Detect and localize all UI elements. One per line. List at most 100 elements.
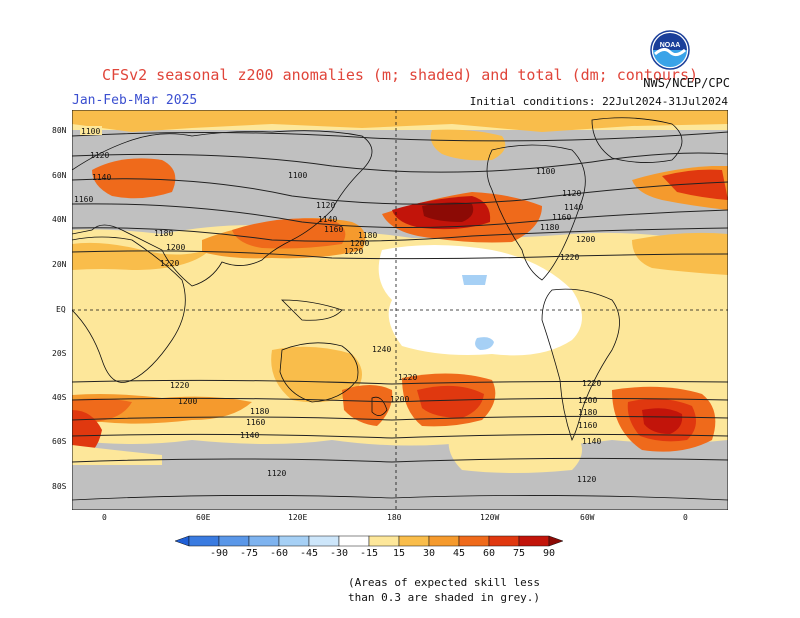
contour-label: 1180 bbox=[154, 229, 173, 238]
noaa-logo: NOAA bbox=[650, 30, 690, 70]
colorbar-label: -60 bbox=[270, 548, 288, 559]
colorbar-label: 45 bbox=[453, 548, 465, 559]
anomaly-region-south-pacific-core bbox=[417, 385, 484, 418]
contour-label: 1180 bbox=[358, 231, 377, 240]
colorbar-label: 90 bbox=[543, 548, 555, 559]
contour-label: 1220 bbox=[160, 259, 179, 268]
contour-label: 1140 bbox=[92, 173, 111, 182]
contour-label: 1200 bbox=[350, 239, 369, 248]
contour-label: 1220 bbox=[560, 253, 579, 262]
colorbar-label: -30 bbox=[330, 548, 348, 559]
anomaly-map: 1100 1100 1100 1120 1120 1120 1120 1120 … bbox=[72, 110, 728, 510]
colorbar-swatch bbox=[308, 535, 340, 547]
anomaly-region-africa-north bbox=[72, 242, 212, 270]
contour-label: 1160 bbox=[552, 213, 571, 222]
anomaly-band-southern-midlat bbox=[72, 372, 728, 446]
negative-anomaly-small-north bbox=[462, 275, 487, 285]
contour-label: 1180 bbox=[578, 408, 597, 417]
outline-australia bbox=[279, 342, 359, 403]
colorbar-swatch bbox=[218, 535, 250, 547]
lat-label: 60N bbox=[52, 171, 67, 180]
contour-label: 1160 bbox=[578, 421, 597, 430]
outline-maritime-continent bbox=[281, 299, 343, 321]
colorbar-swatch bbox=[278, 535, 310, 547]
colorbar-label: 15 bbox=[393, 548, 405, 559]
skill-note-line2: than 0.3 are shaded in grey.) bbox=[348, 591, 541, 604]
contour-label: 1200 bbox=[390, 395, 409, 404]
contour-label: 1200 bbox=[578, 396, 597, 405]
lat-label: 20N bbox=[52, 260, 67, 269]
anomaly-region-south-atlantic-east-max bbox=[642, 408, 683, 434]
colorbar-swatch bbox=[368, 535, 400, 547]
colorbar-arrow-low bbox=[175, 535, 190, 547]
contour-label: 1220 bbox=[170, 381, 189, 390]
contour-label: 1160 bbox=[74, 195, 93, 204]
map-title: CFSv2 seasonal z200 anomalies (m; shaded… bbox=[101, 66, 699, 84]
lat-label: 80N bbox=[52, 126, 67, 135]
skill-note-line1: (Areas of expected skill less bbox=[348, 576, 541, 589]
anomaly-region-southern-ocean bbox=[448, 426, 582, 473]
lon-label: 180 bbox=[387, 513, 402, 522]
contour-label: 1220 bbox=[582, 379, 601, 388]
lat-label: 20S bbox=[52, 349, 67, 358]
lon-label: 0 bbox=[102, 513, 107, 522]
agency-label: NWS/NCEP/CPC bbox=[643, 76, 730, 90]
colorbar-swatch bbox=[428, 535, 460, 547]
outline-eurasia bbox=[72, 130, 373, 287]
contour-label: 1140 bbox=[582, 437, 601, 446]
lat-label: 80S bbox=[52, 482, 67, 491]
contour-label: 1100 bbox=[288, 171, 307, 180]
colorbar-arrow-high bbox=[548, 535, 564, 547]
contour-label: 1160 bbox=[246, 418, 265, 427]
outline-africa bbox=[72, 236, 186, 383]
anomaly-region-alaska bbox=[430, 129, 506, 161]
contour-label: 1140 bbox=[240, 431, 259, 440]
lon-label: 120W bbox=[480, 513, 500, 522]
contour-label: 1240 bbox=[372, 345, 391, 354]
contour-label: 1180 bbox=[540, 223, 559, 232]
contour-label: 1200 bbox=[166, 243, 185, 252]
lon-label: 60E bbox=[196, 513, 211, 522]
lon-label: 60W bbox=[580, 513, 595, 522]
outline-greenland bbox=[591, 117, 683, 163]
initial-conditions-label: Initial conditions: 22Jul2024-31Jul2024 bbox=[469, 95, 728, 108]
contour-label: 1200 bbox=[178, 397, 197, 406]
lat-label: 40S bbox=[52, 393, 67, 402]
contour-label: 1120 bbox=[316, 201, 335, 210]
lon-label: 0 bbox=[683, 513, 688, 522]
outline-south-america bbox=[541, 288, 620, 442]
colorbar-label: 30 bbox=[423, 548, 435, 559]
colorbar-swatch bbox=[188, 535, 220, 547]
contour-label: 1180 bbox=[250, 407, 269, 416]
contour-labels: 1100 1100 1100 1120 1120 1120 1120 1120 … bbox=[74, 126, 601, 484]
colorbar: -90 -75 -60 -45 -30 -15 15 30 45 60 75 90 bbox=[175, 535, 564, 559]
contour-label: 1120 bbox=[90, 151, 109, 160]
colorbar-swatch bbox=[458, 535, 490, 547]
contour-label: 1120 bbox=[267, 469, 286, 478]
anomaly-region-australia bbox=[271, 346, 362, 403]
colorbar-label: -75 bbox=[240, 548, 258, 559]
colorbar-label: -45 bbox=[300, 548, 318, 559]
lat-label: 40N bbox=[52, 215, 67, 224]
outline-new-zealand bbox=[371, 396, 388, 416]
height-contours bbox=[72, 131, 728, 463]
contour-label: 1100 bbox=[536, 167, 555, 176]
contour-label: 1100 bbox=[81, 127, 100, 136]
contour-label: 1160 bbox=[324, 225, 343, 234]
contour-label: 1120 bbox=[577, 475, 596, 484]
colorbar-swatch bbox=[398, 535, 430, 547]
contour-label: 1120 bbox=[562, 189, 581, 198]
colorbar-swatch bbox=[248, 535, 280, 547]
contour-label: 1200 bbox=[576, 235, 595, 244]
colorbar-label: 60 bbox=[483, 548, 495, 559]
contour-label: 1140 bbox=[318, 215, 337, 224]
negative-anomaly-small-south bbox=[475, 337, 494, 350]
colorbar-swatch bbox=[338, 535, 370, 547]
colorbar-label: -90 bbox=[210, 548, 228, 559]
outline-north-america bbox=[486, 144, 586, 281]
period-label: Jan-Feb-Mar 2025 bbox=[72, 93, 198, 108]
anomaly-region-north-atlantic-core bbox=[662, 169, 728, 200]
colorbar-label: -15 bbox=[360, 548, 378, 559]
lat-label: 60S bbox=[52, 437, 67, 446]
contour-label: 1140 bbox=[564, 203, 583, 212]
